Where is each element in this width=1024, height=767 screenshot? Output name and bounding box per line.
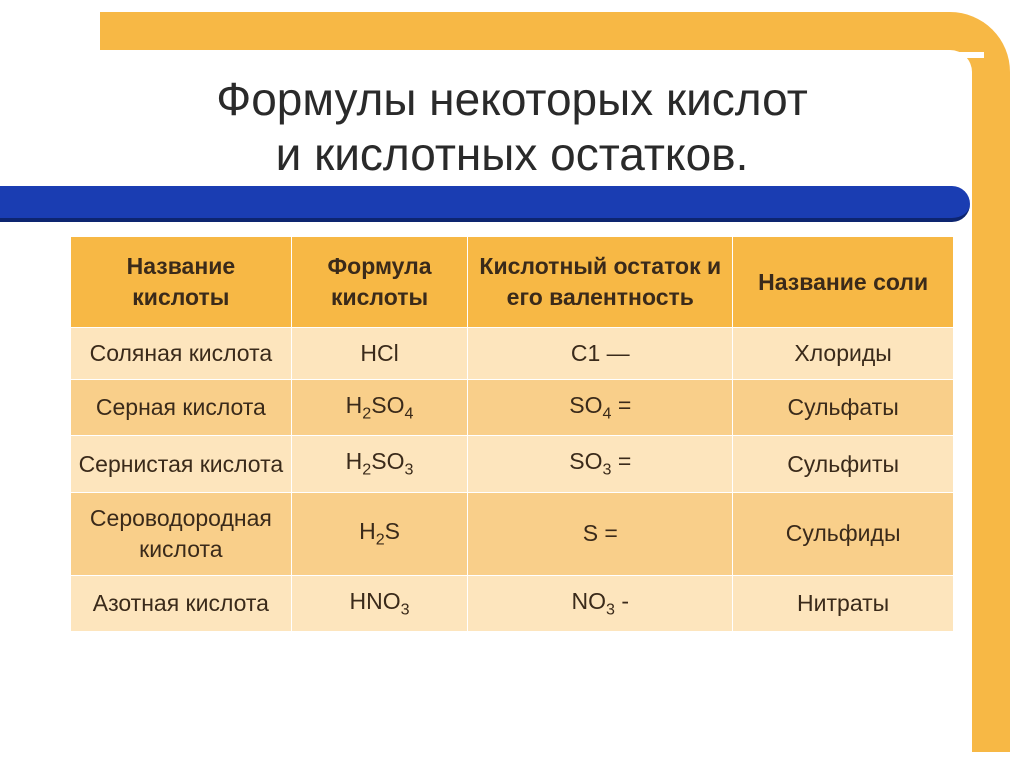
table-row: Азотная кислота HNO3 NO3 - Нитраты [71,575,954,631]
table-row: Сернистая кислота H2SO3 SO3 = Сульфиты [71,436,954,492]
cell-salt-name: Сульфиды [733,492,954,575]
cell-acid-formula: HNO3 [291,575,468,631]
col-acid-formula: Формула кислоты [291,237,468,328]
cell-residue: NO3 - [468,575,733,631]
col-acid-name: Название кислоты [71,237,292,328]
col-residue: Кислотный остаток и его валентность [468,237,733,328]
cell-residue: S = [468,492,733,575]
table-header-row: Название кислоты Формула кислоты Кислотн… [71,237,954,328]
cell-acid-formula: HCl [291,328,468,380]
cell-acid-formula: H2S [291,492,468,575]
cell-acid-name: Соляная кислота [71,328,292,380]
col-salt-name: Название соли [733,237,954,328]
table-body: Соляная кислота HCl C1 — Хлориды Серная … [71,328,954,632]
cell-salt-name: Хлориды [733,328,954,380]
cell-acid-formula: H2SO3 [291,436,468,492]
cell-salt-name: Сульфиты [733,436,954,492]
cell-acid-name: Сероводородная кислота [71,492,292,575]
frame-divider [0,52,984,58]
cell-residue: SO4 = [468,380,733,436]
cell-residue: C1 — [468,328,733,380]
cell-acid-name: Серная кислота [71,380,292,436]
accent-bar [0,186,970,222]
cell-acid-formula: H2SO4 [291,380,468,436]
acids-table-container: Название кислоты Формула кислоты Кислотн… [70,236,954,632]
title-line-1: Формулы некоторых кислот [216,73,808,125]
cell-salt-name: Нитраты [733,575,954,631]
slide-title: Формулы некоторых кислот и кислотных ост… [0,72,1024,182]
title-line-2: и кислотных остатков. [276,128,749,180]
table-row: Соляная кислота HCl C1 — Хлориды [71,328,954,380]
cell-acid-name: Сернистая кислота [71,436,292,492]
cell-acid-name: Азотная кислота [71,575,292,631]
cell-residue: SO3 = [468,436,733,492]
cell-salt-name: Сульфаты [733,380,954,436]
table-row: Серная кислота H2SO4 SO4 = Сульфаты [71,380,954,436]
table-row: Сероводородная кислота H2S S = Сульфиды [71,492,954,575]
acids-table: Название кислоты Формула кислоты Кислотн… [70,236,954,632]
